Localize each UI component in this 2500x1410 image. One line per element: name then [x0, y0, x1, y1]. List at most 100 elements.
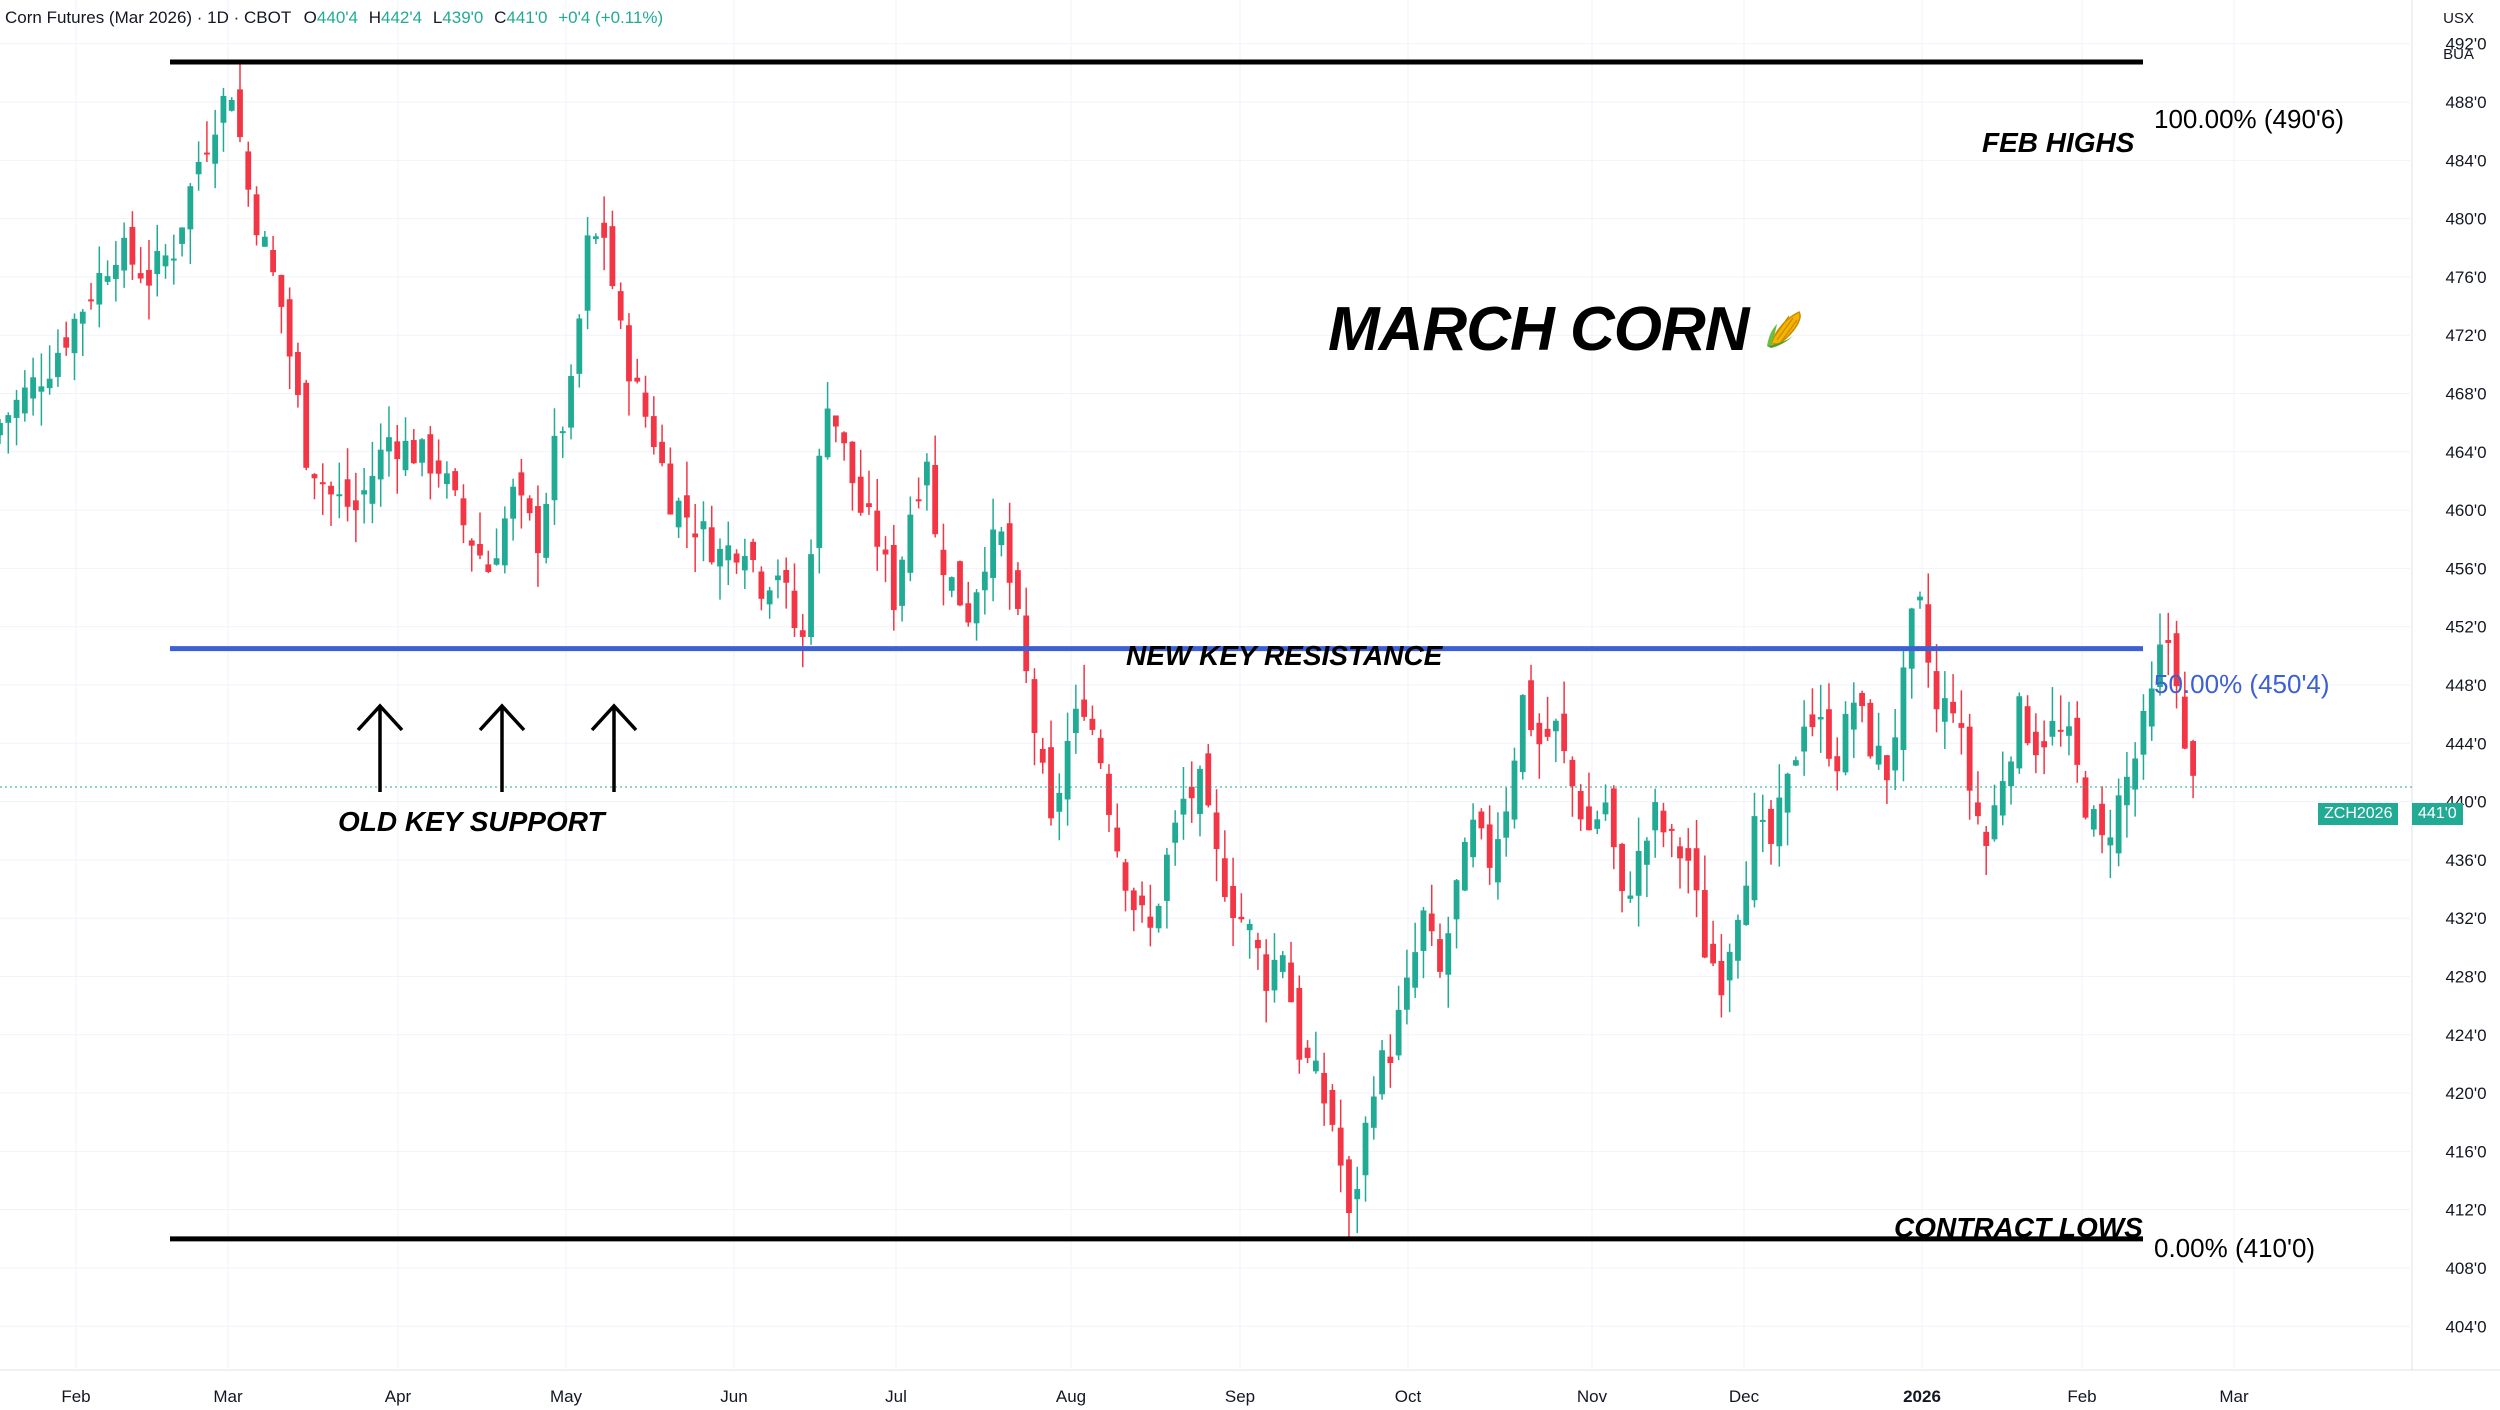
- y-tick-label: 424'0: [2445, 1026, 2486, 1045]
- candle-body: [170, 258, 177, 261]
- candle-body: [775, 575, 781, 581]
- currency-unit[interactable]: USX: [2443, 10, 2474, 27]
- candle-body: [1950, 701, 1956, 714]
- fib-level-0-label: 0.00% (410'0): [2154, 1233, 2316, 1263]
- currency-unit-secondary[interactable]: BUA: [2443, 46, 2474, 63]
- x-tick-label: Feb: [2067, 1387, 2096, 1406]
- candle-body: [733, 553, 740, 563]
- x-tick-label: Aug: [1056, 1387, 1086, 1406]
- candle-body: [617, 291, 624, 321]
- candle-body: [1164, 854, 1170, 901]
- candle-body: [1975, 802, 1981, 817]
- candle-body: [212, 134, 219, 164]
- candle-body: [857, 476, 864, 513]
- candle-body: [1867, 702, 1874, 757]
- candle-body: [1147, 916, 1154, 928]
- candle-body: [1048, 747, 1054, 819]
- candle-body: [1370, 1096, 1377, 1128]
- candle-body: [791, 590, 798, 629]
- candle-body: [386, 437, 392, 452]
- candle-body: [468, 540, 475, 546]
- candle-body: [361, 490, 368, 495]
- candle-body: [1718, 960, 1725, 996]
- y-tick-label: 448'0: [2445, 676, 2486, 695]
- x-tick-label: 2026: [1903, 1387, 1941, 1406]
- candle-body: [1693, 848, 1700, 891]
- candle-body: [1768, 808, 1774, 844]
- candle-body: [1006, 523, 1013, 583]
- candle-body: [1917, 596, 1923, 601]
- candle-body: [526, 498, 533, 514]
- candle-body: [220, 95, 227, 123]
- candle-body: [650, 416, 657, 447]
- candle-body: [1999, 781, 2006, 816]
- candle-body: [2124, 776, 2130, 806]
- candle-body: [319, 482, 326, 485]
- candle-body: [1461, 841, 1468, 891]
- symbol-price-tag: ZCH2026: [2318, 803, 2399, 825]
- candle-body: [1627, 895, 1634, 899]
- chart-title: MARCH CORN: [1328, 294, 1807, 365]
- candle-body: [1130, 890, 1137, 911]
- candle-body: [2132, 758, 2139, 790]
- candle-body: [1296, 987, 1303, 1060]
- candle-body: [1346, 1159, 1352, 1214]
- candle-body: [2165, 640, 2172, 643]
- candle-body: [940, 549, 947, 575]
- candle-body: [104, 276, 111, 282]
- candle-body: [2057, 729, 2064, 732]
- candle-body: [311, 474, 318, 479]
- candle-body: [1834, 756, 1841, 772]
- candle-body: [1635, 850, 1642, 896]
- close-value: 441'0: [506, 8, 548, 27]
- candle-body: [1354, 1189, 1361, 1200]
- candle-body: [179, 227, 185, 244]
- candle-body: [228, 100, 235, 111]
- y-tick-label: 480'0: [2445, 210, 2486, 229]
- close-label: C: [494, 8, 507, 27]
- x-tick-label: May: [550, 1387, 583, 1406]
- y-tick-label: 436'0: [2445, 851, 2486, 870]
- candle-body: [832, 415, 839, 427]
- y-tick-label: 484'0: [2445, 151, 2486, 170]
- candle-body: [1445, 933, 1452, 975]
- candle-body: [907, 514, 914, 573]
- candle-body: [402, 440, 409, 471]
- candle-body: [1983, 831, 1990, 846]
- chart-title-text: MARCH CORN: [1328, 295, 1750, 364]
- candle-body: [899, 559, 905, 606]
- candle-body: [1155, 905, 1162, 929]
- candle-body: [1503, 811, 1510, 838]
- candle-body: [162, 255, 169, 267]
- candle-body: [435, 460, 442, 474]
- candle-body: [634, 377, 641, 382]
- candle-body: [1023, 615, 1030, 672]
- candle-body: [485, 564, 492, 573]
- y-tick-label: 408'0: [2445, 1259, 2486, 1278]
- candle-body: [1826, 709, 1832, 759]
- candle-body: [2041, 741, 2048, 748]
- candle-body: [444, 473, 450, 485]
- candle-body: [1279, 955, 1286, 972]
- candle-body: [866, 503, 872, 508]
- candle-body: [998, 531, 1005, 546]
- candle-body: [1594, 819, 1601, 829]
- candle-body: [1056, 792, 1063, 812]
- candle-body: [1710, 943, 1716, 964]
- candle-body: [584, 235, 591, 311]
- candle-body: [1610, 788, 1617, 848]
- y-tick-label: 412'0: [2445, 1201, 2486, 1220]
- x-tick-label: Nov: [1577, 1387, 1608, 1406]
- y-tick-label: 452'0: [2445, 618, 2486, 637]
- candle-body: [121, 237, 128, 271]
- candle-body: [2066, 726, 2072, 736]
- candle-body: [1701, 890, 1708, 958]
- candle-body: [799, 630, 806, 637]
- candle-body: [1726, 951, 1733, 981]
- x-tick-label: Jul: [885, 1387, 907, 1406]
- candle-body: [1238, 916, 1245, 920]
- candle-body: [1114, 827, 1121, 852]
- candle-body: [1569, 759, 1576, 787]
- y-tick-label: 460'0: [2445, 501, 2486, 520]
